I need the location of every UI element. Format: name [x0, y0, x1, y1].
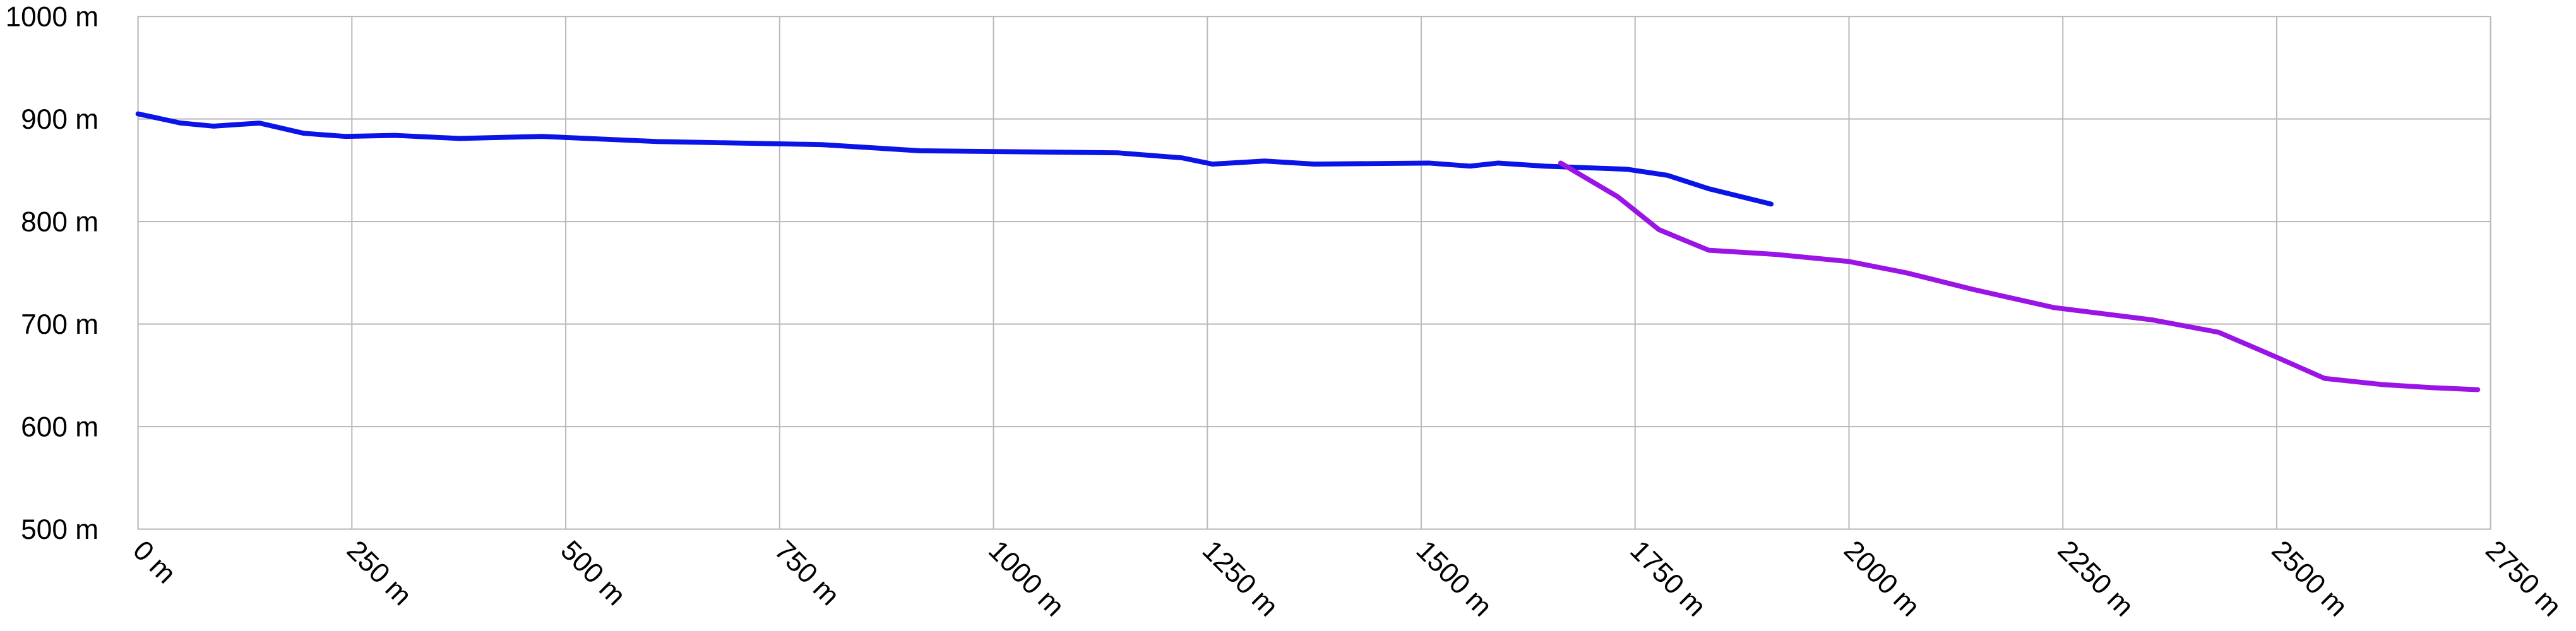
x-tick-label: 500 m [555, 534, 632, 611]
y-tick-label: 600 m [21, 412, 98, 443]
plot-area [137, 15, 2491, 530]
y-tick-label: 1000 m [6, 2, 99, 33]
y-tick-label: 800 m [21, 207, 98, 238]
x-tick-label: 0 m [127, 534, 182, 589]
elevation-line [1558, 160, 2481, 392]
x-tick-label: 2250 m [2052, 534, 2140, 622]
y-tick-label: 700 m [21, 309, 98, 340]
x-tick-label: 250 m [341, 534, 418, 611]
x-tick-label: 1000 m [982, 534, 1070, 622]
x-tick-label: 2500 m [2265, 534, 2353, 622]
x-tick-label: 2750 m [2479, 534, 2567, 622]
y-tick-label: 900 m [21, 104, 98, 135]
x-tick-label: 750 m [768, 534, 845, 611]
x-tick-label: 2000 m [1838, 534, 1926, 622]
y-tick-label: 500 m [21, 514, 98, 545]
elevation-line [135, 111, 1774, 207]
x-tick-label: 1500 m [1410, 534, 1498, 622]
x-tick-label: 1750 m [1624, 534, 1712, 622]
x-tick-label: 1250 m [1196, 534, 1284, 622]
